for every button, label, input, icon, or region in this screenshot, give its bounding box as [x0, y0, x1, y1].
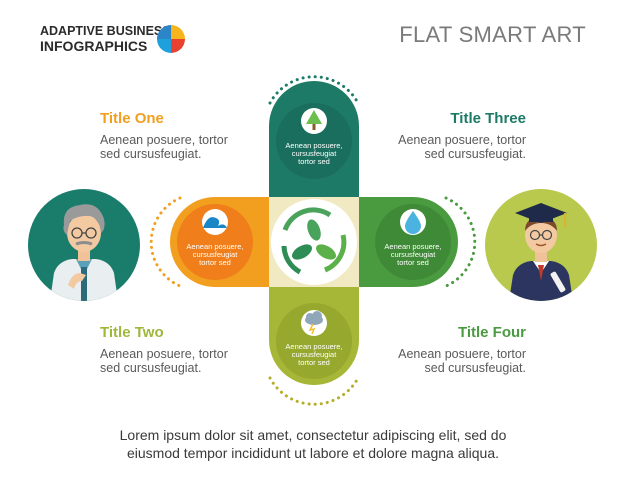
graduate-icon	[509, 203, 573, 301]
item-two-desc: Aenean posuere, tortor sed cursusfeugiat…	[100, 347, 228, 375]
item-two-title: Title Two	[100, 324, 164, 341]
right-caption-line-1: Aenean posuere,	[384, 242, 442, 251]
item-one-desc: Aenean posuere, tortor sed cursusfeugiat…	[100, 133, 228, 161]
wave-icon	[203, 217, 227, 228]
top-caption-line-2: cursusfeugiat	[291, 149, 337, 158]
left-caption-line-3: tortor sed	[199, 258, 231, 267]
item-three-desc-line-2: sed cursusfeugiat.	[424, 147, 526, 161]
bottom-caption-line-2: cursusfeugiat	[291, 350, 337, 359]
right-circle-caption: Aenean posuere, cursusfeugiat tortor sed	[373, 243, 453, 267]
brand-line-2: INFOGRAPHICS	[40, 38, 148, 54]
item-four-title: Title Four	[457, 324, 526, 341]
recycle-leaves-icon	[281, 207, 347, 275]
item-two: Title Two Aenean posuere, tortor sed cur…	[100, 324, 228, 375]
right-caption-line-2: cursusfeugiat	[390, 250, 436, 259]
bottom-dotted-arc	[268, 376, 360, 406]
left-circle	[177, 204, 253, 280]
bottom-caption-line-3: tortor sed	[298, 358, 330, 367]
water-drop-icon	[405, 211, 421, 234]
left-dotted-arc	[149, 196, 182, 288]
item-one-title: Title One	[100, 110, 164, 127]
top-dotted-arc	[268, 75, 360, 105]
top-circle-caption: Aenean posuere, cursusfeugiat tortor sed	[274, 142, 354, 166]
top-caption-line-1: Aenean posuere,	[285, 141, 343, 150]
bottom-circle	[276, 303, 352, 379]
bottom-caption-line-1: Aenean posuere,	[285, 342, 343, 351]
item-two-desc-line-2: sed cursusfeugiat.	[100, 361, 202, 375]
footer-text: Lorem ipsum dolor sit amet, consectetur …	[60, 426, 566, 462]
item-one: Title One Aenean posuere, tortor sed cur…	[100, 110, 228, 161]
scientist-avatar	[28, 189, 140, 301]
item-three-desc: Aenean posuere, tortor sed cursusfeugiat…	[398, 133, 526, 161]
footer-line-1: Lorem ipsum dolor sit amet, consectetur …	[119, 427, 507, 443]
right-caption-line-3: tortor sed	[397, 258, 429, 267]
right-dotted-arc	[444, 196, 477, 288]
left-circle-caption: Aenean posuere, cursusfeugiat tortor sed	[175, 243, 255, 267]
right-circle	[375, 204, 451, 280]
scientist-icon	[50, 204, 118, 301]
top-circle	[276, 103, 352, 179]
left-caption-line-2: cursusfeugiat	[192, 250, 238, 259]
item-one-desc-line-1: Aenean posuere, tortor	[100, 133, 228, 147]
top-caption-line-3: tortor sed	[298, 157, 330, 166]
pie-logo-icon	[157, 25, 185, 53]
item-three-desc-line-1: Aenean posuere, tortor	[398, 133, 526, 147]
item-four: Title Four Aenean posuere, tortor sed cu…	[398, 324, 526, 375]
item-four-desc: Aenean posuere, tortor sed cursusfeugiat…	[398, 347, 526, 375]
footer-line-2: eiusmod tempor incididunt ut labore et d…	[126, 445, 499, 461]
graduate-avatar	[485, 189, 597, 301]
bottom-circle-caption: Aenean posuere, cursusfeugiat tortor sed	[274, 343, 354, 367]
item-four-desc-line-2: sed cursusfeugiat.	[424, 361, 526, 375]
brand-line-1: ADAPTIVE BUSINESS	[40, 24, 171, 38]
page-title: FLAT SMART ART	[399, 22, 586, 47]
item-three-title: Title Three	[450, 110, 526, 127]
tree-icon	[306, 110, 322, 130]
item-three: Title Three Aenean posuere, tortor sed c…	[398, 110, 526, 161]
storm-cloud-icon	[305, 311, 323, 335]
left-caption-line-1: Aenean posuere,	[186, 242, 244, 251]
brand-title: ADAPTIVE BUSINESS INFOGRAPHICS	[40, 24, 171, 54]
item-two-desc-line-1: Aenean posuere, tortor	[100, 347, 228, 361]
item-one-desc-line-2: sed cursusfeugiat.	[100, 147, 202, 161]
item-four-desc-line-1: Aenean posuere, tortor	[398, 347, 526, 361]
